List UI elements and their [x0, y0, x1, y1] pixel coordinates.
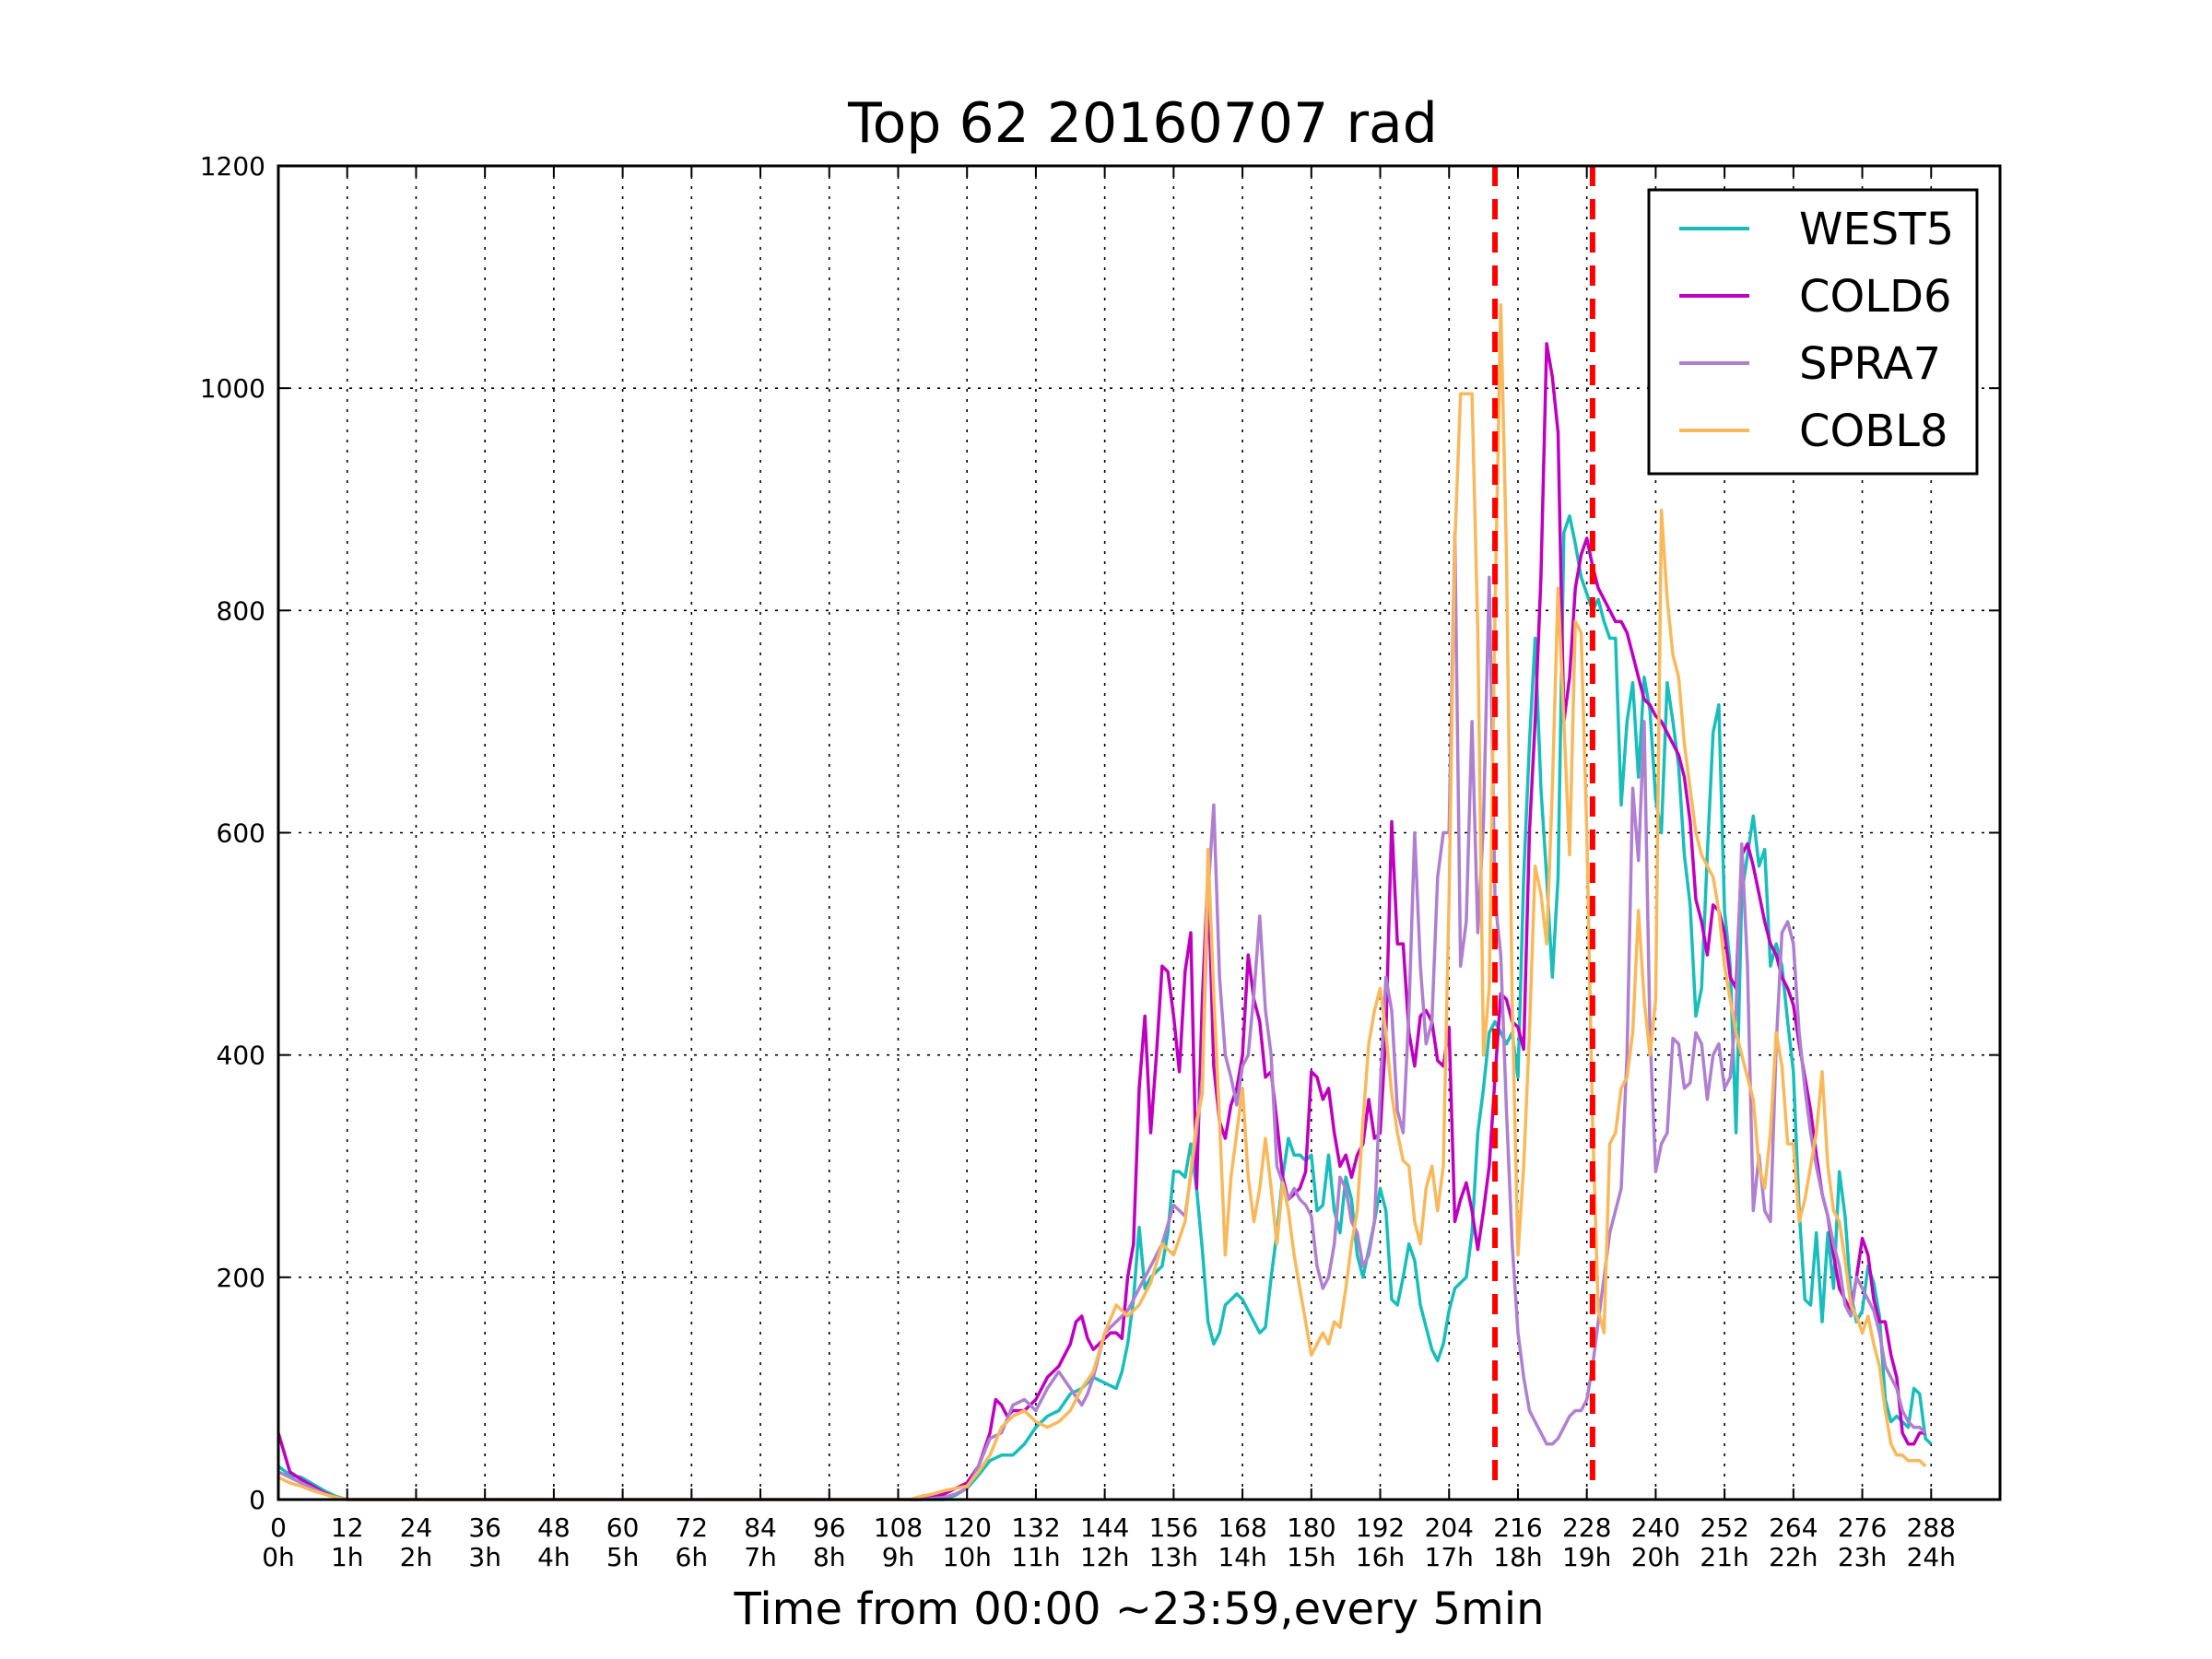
x-tick-label-hours: 17h	[1425, 1542, 1474, 1572]
chart-title: Top 62 20160707 rad	[847, 91, 1438, 156]
vertical-markers	[1492, 166, 1595, 1481]
x-tick-label-hours: 7h	[744, 1542, 777, 1572]
x-tick-label: 84	[744, 1512, 777, 1543]
x-tick-label: 144	[1080, 1512, 1129, 1543]
y-tick-label: 200	[217, 1263, 265, 1293]
x-tick-label: 0	[270, 1512, 287, 1543]
y-tick-label: 600	[217, 818, 265, 849]
x-tick-label-hours: 0h	[262, 1542, 295, 1572]
legend-label-west5: WEST5	[1799, 204, 1954, 255]
x-tick-label-hours: 10h	[943, 1542, 992, 1572]
x-tick-label-hours: 13h	[1149, 1542, 1198, 1572]
x-tick-label-hours: 18h	[1493, 1542, 1542, 1572]
x-tick-label: 132	[1011, 1512, 1060, 1543]
x-tick-label: 264	[1769, 1512, 1818, 1543]
x-tick-label-hours: 3h	[468, 1542, 501, 1572]
x-tick-label: 12	[331, 1512, 364, 1543]
x-tick-label: 36	[468, 1512, 501, 1543]
x-tick-label-hours: 24h	[1907, 1542, 1956, 1572]
legend-label-cobl8: COBL8	[1799, 406, 1948, 457]
series-layer	[276, 302, 1933, 1501]
legend-label-spra7: SPRA7	[1799, 338, 1941, 390]
legend-label-cold6: COLD6	[1799, 271, 1952, 323]
x-tick-label-hours: 15h	[1287, 1542, 1335, 1572]
x-tick-label: 156	[1149, 1512, 1198, 1543]
x-tick-label-hours: 12h	[1080, 1542, 1129, 1572]
x-tick-label-hours: 21h	[1700, 1542, 1748, 1572]
x-tick-label-hours: 2h	[400, 1542, 433, 1572]
x-axis-label: Time from 00:00 ~23:59,every 5min	[734, 1583, 1545, 1635]
x-tick-label: 216	[1493, 1512, 1542, 1543]
x-tick-label: 192	[1356, 1512, 1405, 1543]
x-tick-label-hours: 22h	[1769, 1542, 1818, 1572]
x-tick-label-hours: 9h	[882, 1542, 915, 1572]
x-tick-label: 96	[813, 1512, 846, 1543]
x-tick-label: 252	[1700, 1512, 1748, 1543]
x-tick-label: 60	[606, 1512, 640, 1543]
x-tick-label: 72	[675, 1512, 708, 1543]
x-tick-label-hours: 8h	[813, 1542, 846, 1572]
legend: WEST5 COLD6 SPRA7 COBL8	[1647, 188, 1979, 476]
x-tick-label-hours: 20h	[1631, 1542, 1680, 1572]
y-tick-label: 1200	[200, 151, 265, 182]
series-line-spra7	[277, 531, 1927, 1501]
x-tick-label-hours: 5h	[606, 1542, 640, 1572]
x-tick-label-hours: 6h	[676, 1542, 709, 1572]
x-tick-label: 120	[942, 1512, 991, 1543]
x-tick-label-hours: 19h	[1562, 1542, 1611, 1572]
x-tick-label: 24	[400, 1512, 433, 1543]
x-tick-label: 228	[1562, 1512, 1611, 1543]
x-tick-label-hours: 14h	[1218, 1542, 1266, 1572]
x-tick-label: 204	[1425, 1512, 1474, 1543]
x-tick-label: 180	[1287, 1512, 1335, 1543]
series-line-cobl8	[277, 302, 1927, 1501]
x-tick-label: 240	[1631, 1512, 1680, 1543]
x-tick-label-hours: 23h	[1838, 1542, 1887, 1572]
y-tick-label: 1000	[200, 373, 265, 404]
x-tick-label-hours: 1h	[331, 1542, 364, 1572]
y-tick-label: 800	[217, 595, 265, 626]
x-tick-label-hours: 4h	[537, 1542, 571, 1572]
legend-box	[1647, 188, 1979, 476]
series-line-cold6	[276, 342, 1926, 1501]
x-tick-label: 276	[1838, 1512, 1887, 1543]
x-tick-label-hours: 11h	[1011, 1542, 1060, 1572]
y-tick-labels: 0 200 400 600 800 1000 1200	[200, 151, 265, 1515]
y-tick-label: 0	[249, 1485, 265, 1515]
x-tick-label: 288	[1907, 1512, 1956, 1543]
axis-ticks	[277, 165, 2000, 1500]
x-tick-label: 108	[874, 1512, 923, 1543]
x-tick-label-hours: 16h	[1356, 1542, 1405, 1572]
x-tick-label: 168	[1218, 1512, 1266, 1543]
y-tick-label: 400	[217, 1041, 265, 1071]
x-tick-label: 48	[537, 1512, 571, 1543]
